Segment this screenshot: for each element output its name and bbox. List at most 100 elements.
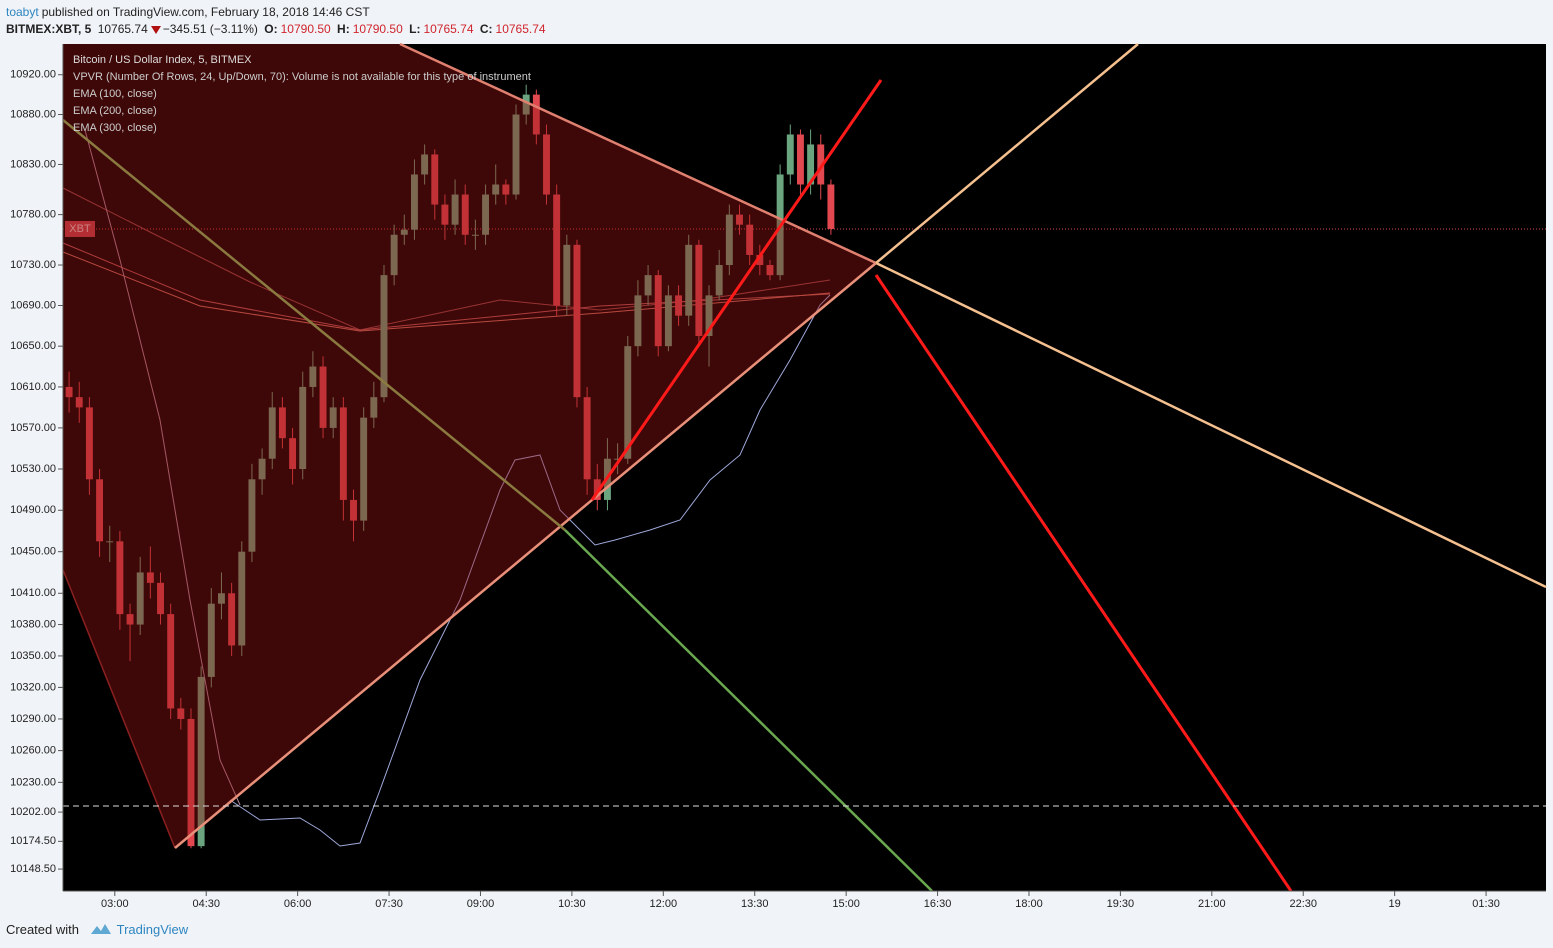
band-line [229, 294, 831, 847]
candle-body [177, 708, 185, 719]
y-tick-label: 10290.00 [10, 713, 56, 725]
x-tick-label: 09:00 [467, 898, 495, 910]
candle-body [350, 499, 357, 521]
chart-title: Bitcoin / US Dollar Index, 5, BITMEX [73, 54, 252, 66]
candle-body [258, 458, 266, 480]
candle-body [685, 244, 693, 316]
y-tick-label: 10380.00 [10, 618, 56, 630]
candle-body [471, 234, 479, 236]
y-tick-label: 10610.00 [10, 381, 56, 393]
candle-body [309, 366, 317, 387]
candle-body [360, 417, 368, 521]
trend-line [875, 43, 1139, 264]
symbol: BITMEX:XBT, 5 [6, 22, 92, 36]
x-tick-label: 06:00 [284, 898, 312, 910]
chart: XBT 10920.00 10880.00 10830.00 10780.00 1073… [0, 42, 1553, 918]
y-tick-label: 10730.00 [10, 259, 56, 271]
candle-body [157, 582, 164, 615]
x-tick-label: 15:00 [832, 898, 860, 910]
y-tick-label: 10148.50 [10, 863, 56, 875]
candle-body [299, 386, 307, 470]
trend-line [174, 262, 877, 849]
x-tick-label: 07:30 [375, 898, 403, 910]
candle-body [461, 194, 469, 235]
x-axis [0, 891, 1553, 918]
footer: Created with TradingView [6, 922, 188, 937]
quote-line: BITMEX:XBT, 5 10765.74 −345.51 (−3.11%) O… [6, 21, 549, 38]
x-tick-label: 22:30 [1289, 898, 1317, 910]
change: −345.51 (−3.11%) [162, 22, 258, 36]
candle-body [583, 397, 591, 480]
brand[interactable]: TradingView [116, 922, 189, 937]
candle-body [289, 438, 297, 470]
candle-body [96, 479, 104, 542]
x-tick-label: 01:30 [1472, 898, 1500, 910]
legend-entry: EMA (200, close) [73, 105, 157, 117]
y-tick-label: 10174.50 [10, 835, 56, 847]
candle-body [746, 224, 754, 255]
candle-body [725, 214, 733, 266]
candle-body [126, 614, 134, 625]
band-line [84, 129, 241, 806]
candle-body [421, 154, 429, 175]
candle-body [167, 614, 175, 709]
trend-line [399, 42, 877, 265]
x-tick-label: 19:30 [1107, 898, 1135, 910]
low: 10765.74 [423, 22, 474, 36]
candle-body [736, 214, 743, 225]
x-tick-label: 18:00 [1015, 898, 1043, 910]
o-label: O: [264, 22, 278, 36]
y-tick-label: 10880.00 [10, 108, 56, 120]
candle-body [492, 184, 500, 195]
candle-body [512, 114, 520, 195]
candle-body [451, 194, 459, 225]
y-tick-label: 10320.00 [10, 681, 56, 693]
candle-body [65, 386, 73, 398]
trend-line [62, 569, 176, 849]
close: 10765.74 [495, 22, 546, 36]
trend-line [874, 274, 1293, 892]
x-tick-label: 21:00 [1198, 898, 1226, 910]
candle-body [482, 194, 490, 235]
candle-body [827, 184, 835, 229]
author[interactable]: toabyt [6, 5, 39, 19]
candle-body [319, 366, 327, 428]
candle-body [146, 572, 154, 583]
trend-line [564, 529, 933, 892]
candle-body [380, 275, 388, 398]
candle-body [522, 94, 530, 115]
x-tick-label: 03:00 [101, 898, 129, 910]
y-tick-label: 10202.00 [10, 806, 56, 818]
y-tick-label: 10690.00 [10, 299, 56, 311]
y-tick-label: 10650.00 [10, 340, 56, 352]
candle-body [796, 134, 804, 185]
price-tag [65, 220, 95, 237]
triangle-zone [63, 44, 876, 848]
candle-body [563, 244, 571, 306]
last: 10765.74 [97, 22, 148, 36]
candle-body [339, 407, 347, 500]
candle-body [400, 229, 408, 235]
publish-line: toabyt published on TradingView.com, Febr… [6, 4, 549, 21]
header: toabyt published on TradingView.com, Febr… [6, 4, 549, 38]
trend-line [590, 79, 883, 501]
y-tick-label: 10450.00 [10, 546, 56, 558]
candle-body [228, 593, 236, 646]
candle-body [715, 265, 723, 296]
candle-body [187, 718, 195, 847]
legend-entry: EMA (300, close) [73, 122, 157, 134]
candle-body [268, 407, 276, 459]
logo [90, 924, 111, 934]
x-tick-label: 12:00 [650, 898, 678, 910]
y-tick-label: 10490.00 [10, 504, 56, 516]
y-tick-label: 10530.00 [10, 463, 56, 475]
axes: 10920.00 10880.00 10830.00 10780.00 10730.00… [0, 44, 1553, 918]
candle-body [85, 407, 93, 480]
legend: Bitcoin / US Dollar Index, 5, BITMEX VPV… [73, 54, 531, 134]
x-tick-label: 16:30 [924, 898, 952, 910]
candle-body [817, 144, 825, 185]
candle-body [654, 275, 662, 347]
candle-body [248, 479, 256, 552]
candle-body [390, 234, 398, 276]
trend-line [875, 261, 1547, 589]
